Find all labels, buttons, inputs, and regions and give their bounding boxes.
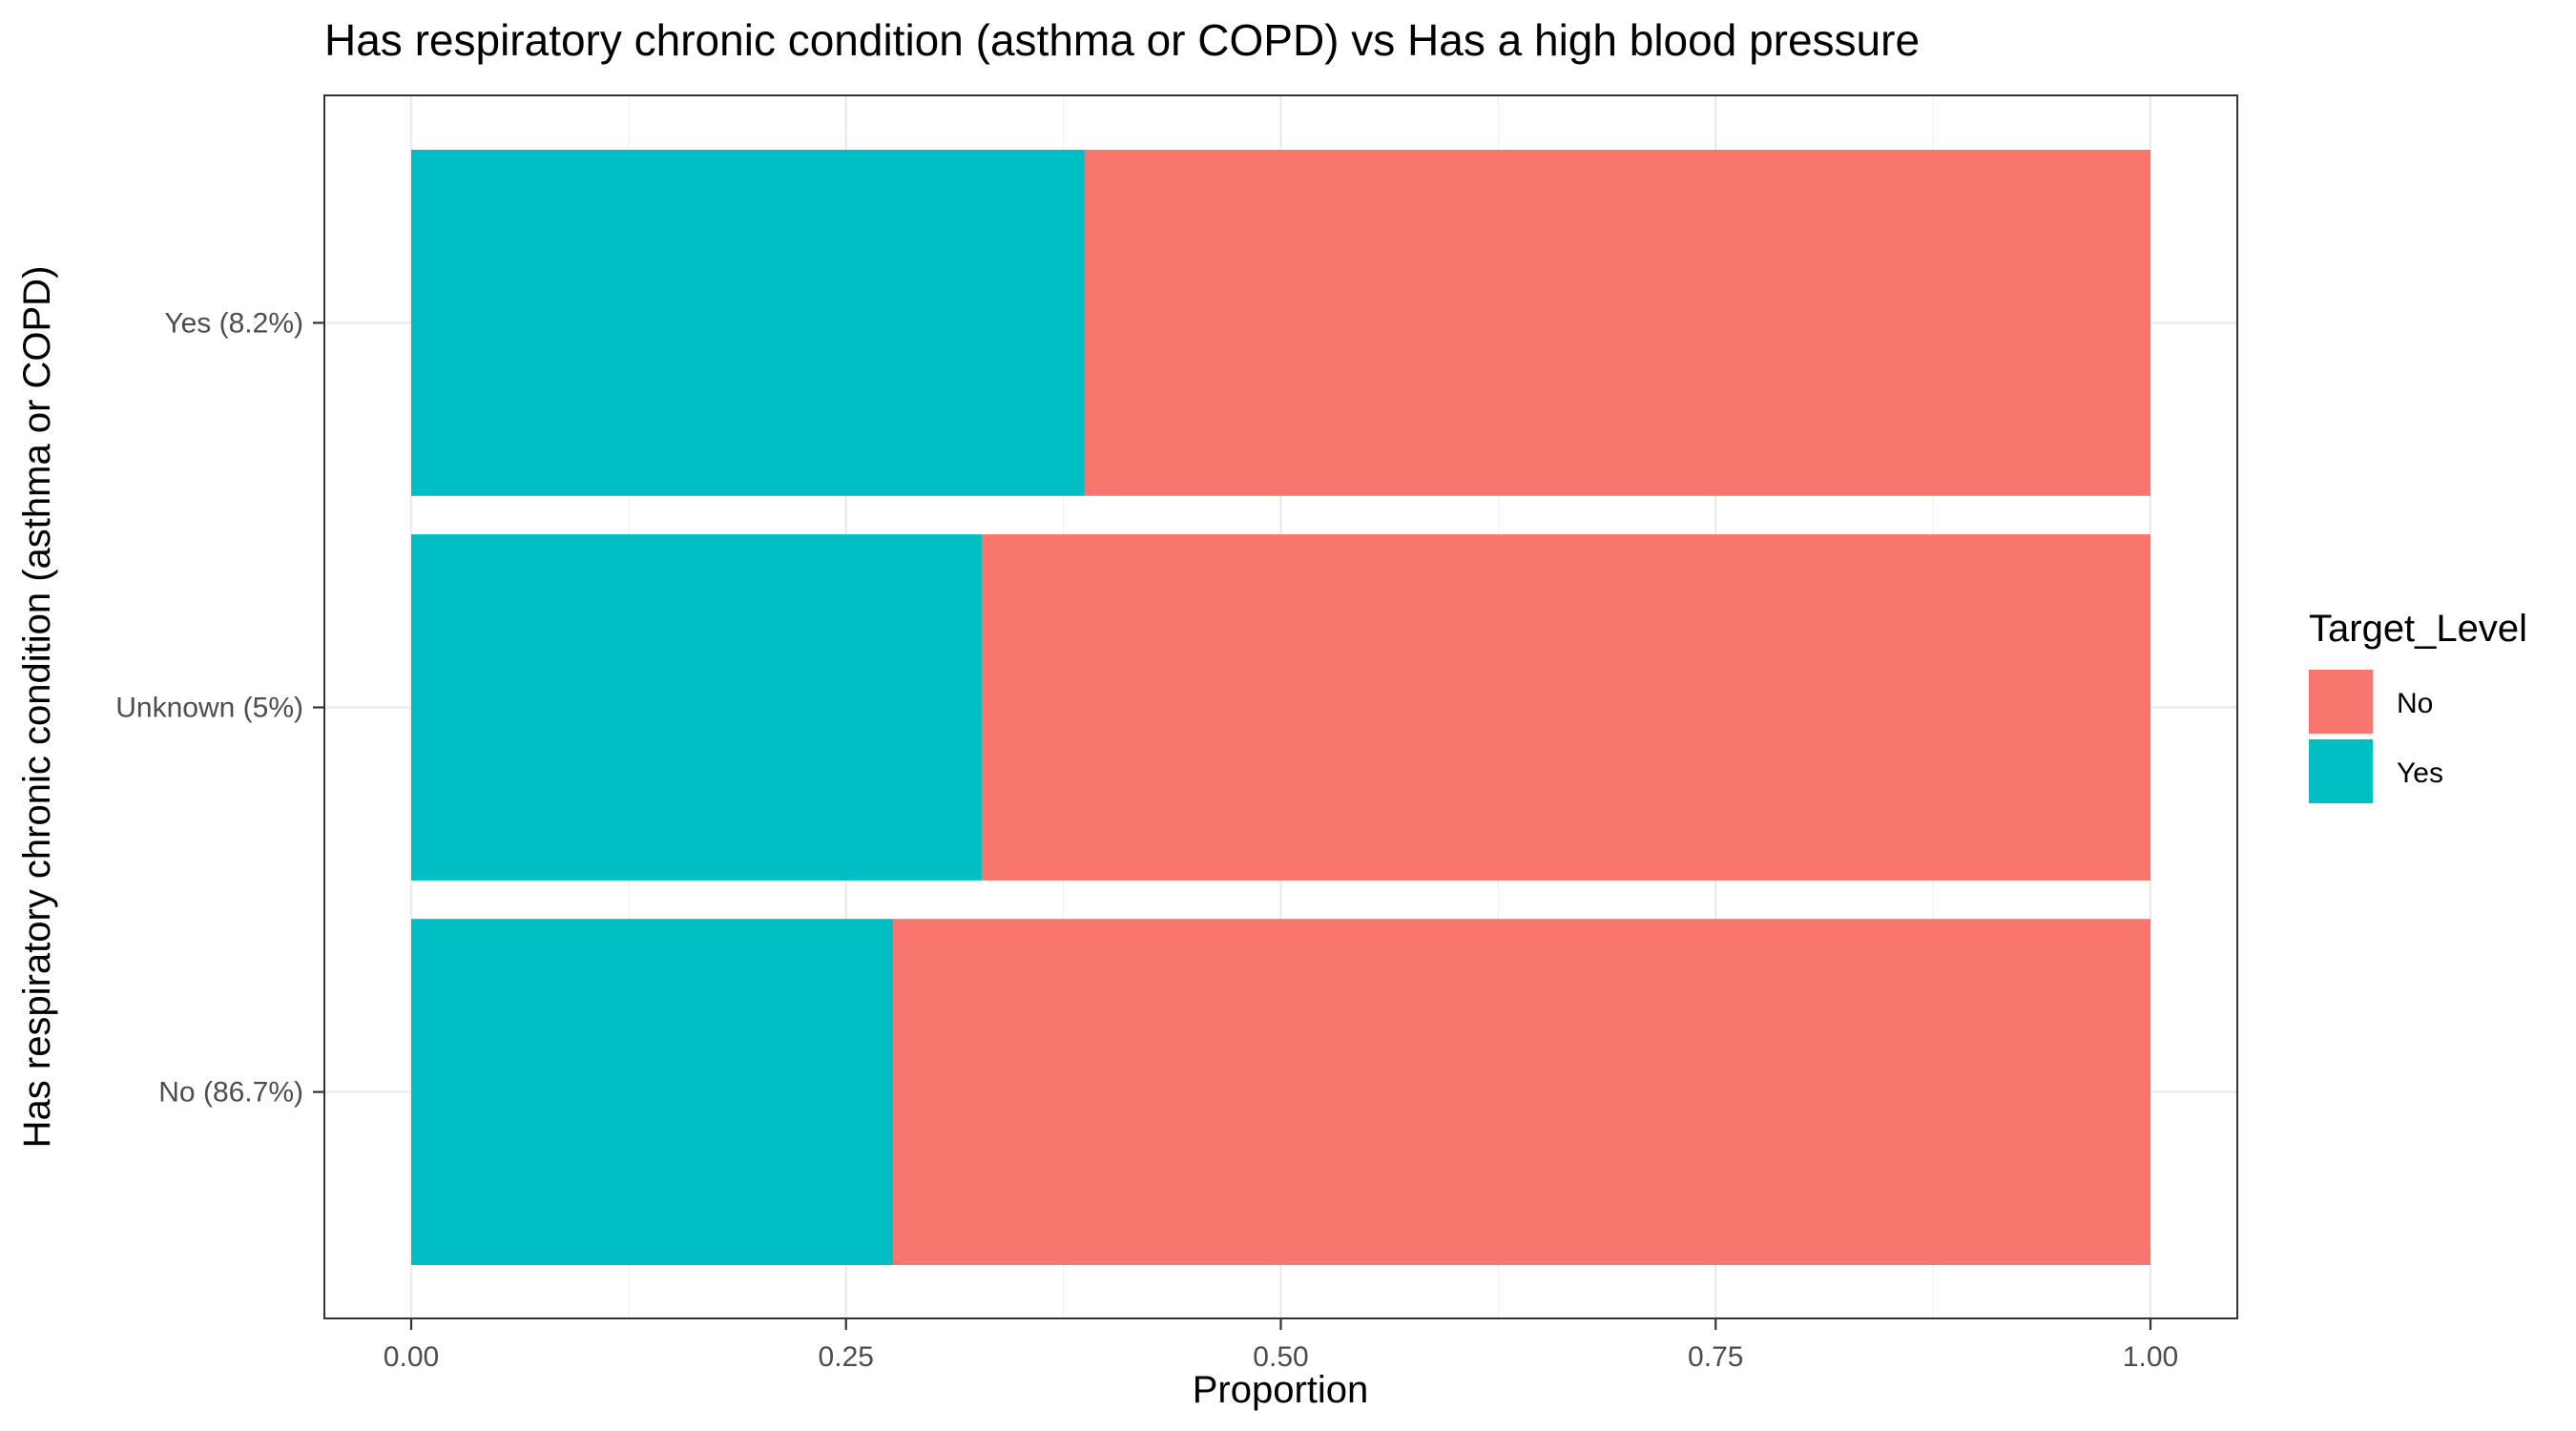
- bar-yes-0: [411, 919, 893, 1265]
- legend-title: Target_Level: [2309, 608, 2527, 650]
- legend-label-no: No: [2397, 688, 2433, 719]
- x-tick-label: 0.75: [1688, 1341, 1743, 1373]
- legend-entries: No Yes: [2309, 670, 2443, 803]
- bar-no-2: [1084, 150, 2150, 496]
- y-tick-label: Yes (8.2%): [164, 307, 303, 339]
- y-axis-title: Has respiratory chronic condition (asthm…: [16, 266, 58, 1149]
- bar-layer: [411, 150, 2151, 1265]
- legend-key-no: [2309, 670, 2373, 734]
- x-axis-title: Proportion: [1193, 1369, 1369, 1411]
- bar-no-1: [981, 534, 2150, 881]
- x-tick-label: 1.00: [2123, 1341, 2178, 1373]
- y-tick-label: Unknown (5%): [115, 693, 303, 724]
- x-tick-label: 0.25: [819, 1341, 874, 1373]
- x-tick-label: 0.00: [384, 1341, 439, 1373]
- legend-label-yes: Yes: [2397, 757, 2443, 789]
- bar-yes-1: [411, 534, 982, 881]
- bar-no-0: [892, 919, 2151, 1265]
- legend: Target_Level No Yes: [2309, 608, 2527, 803]
- chart-title: Has respiratory chronic condition (asthm…: [324, 15, 1920, 65]
- legend-key-yes: [2309, 739, 2373, 803]
- bar-yes-2: [411, 150, 1085, 496]
- tick-layer: 0.00 0.25 0.50 0.75 1.00 No (86.7%) Unknown (5…: [115, 307, 2178, 1373]
- y-tick-label: No (86.7%): [158, 1077, 303, 1109]
- x-tick-label: 0.50: [1253, 1341, 1308, 1373]
